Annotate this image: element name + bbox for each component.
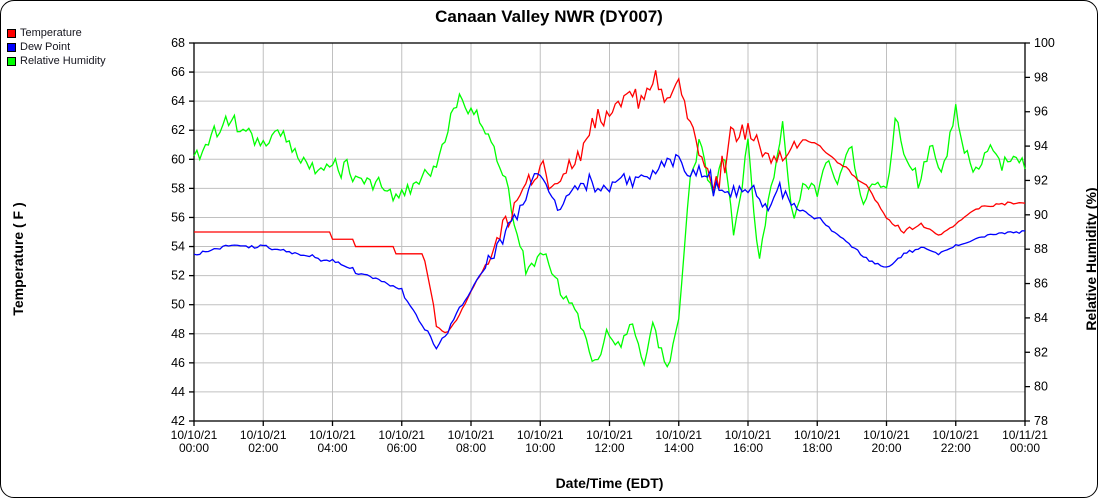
svg-text:44: 44 [171,385,185,399]
svg-text:06:00: 06:00 [387,441,417,455]
svg-text:64: 64 [171,94,185,108]
svg-text:94: 94 [1034,139,1048,153]
svg-text:00:00: 00:00 [1010,441,1040,455]
svg-text:56: 56 [171,210,185,224]
svg-text:60: 60 [171,152,185,166]
svg-text:54: 54 [171,240,185,254]
svg-text:10/10/21: 10/10/21 [794,428,841,442]
svg-text:50: 50 [171,298,185,312]
svg-text:10/10/21: 10/10/21 [517,428,564,442]
svg-text:90: 90 [1034,208,1048,222]
svg-text:98: 98 [1034,70,1048,84]
svg-text:88: 88 [1034,242,1048,256]
svg-text:42: 42 [171,414,185,428]
svg-text:10:00: 10:00 [525,441,555,455]
svg-text:82: 82 [1034,345,1048,359]
svg-text:10/10/21: 10/10/21 [448,428,495,442]
svg-text:78: 78 [1034,414,1048,428]
svg-text:58: 58 [171,181,185,195]
svg-text:18:00: 18:00 [802,441,832,455]
svg-text:10/10/21: 10/10/21 [171,428,218,442]
svg-text:10/10/21: 10/10/21 [586,428,633,442]
svg-text:20:00: 20:00 [871,441,901,455]
svg-text:68: 68 [171,36,185,50]
svg-text:62: 62 [171,123,185,137]
svg-text:10/10/21: 10/10/21 [725,428,772,442]
svg-text:10/11/21: 10/11/21 [1002,428,1048,442]
svg-text:66: 66 [171,65,185,79]
svg-text:00:00: 00:00 [179,441,209,455]
svg-text:10/10/21: 10/10/21 [655,428,702,442]
svg-text:10/10/21: 10/10/21 [309,428,356,442]
svg-text:12:00: 12:00 [594,441,624,455]
svg-text:92: 92 [1034,173,1048,187]
svg-text:96: 96 [1034,105,1048,119]
svg-text:10/10/21: 10/10/21 [378,428,425,442]
svg-text:16:00: 16:00 [733,441,763,455]
svg-text:02:00: 02:00 [248,441,278,455]
svg-text:84: 84 [1034,311,1048,325]
svg-text:08:00: 08:00 [456,441,486,455]
svg-text:14:00: 14:00 [664,441,694,455]
svg-text:80: 80 [1034,380,1048,394]
svg-text:52: 52 [171,269,185,283]
svg-text:100: 100 [1034,36,1055,50]
svg-text:86: 86 [1034,277,1048,291]
svg-text:46: 46 [171,356,185,370]
svg-text:22:00: 22:00 [941,441,971,455]
svg-text:10/10/21: 10/10/21 [863,428,910,442]
svg-text:04:00: 04:00 [317,441,347,455]
svg-text:10/10/21: 10/10/21 [932,428,979,442]
svg-text:10/10/21: 10/10/21 [240,428,287,442]
svg-text:48: 48 [171,327,185,341]
